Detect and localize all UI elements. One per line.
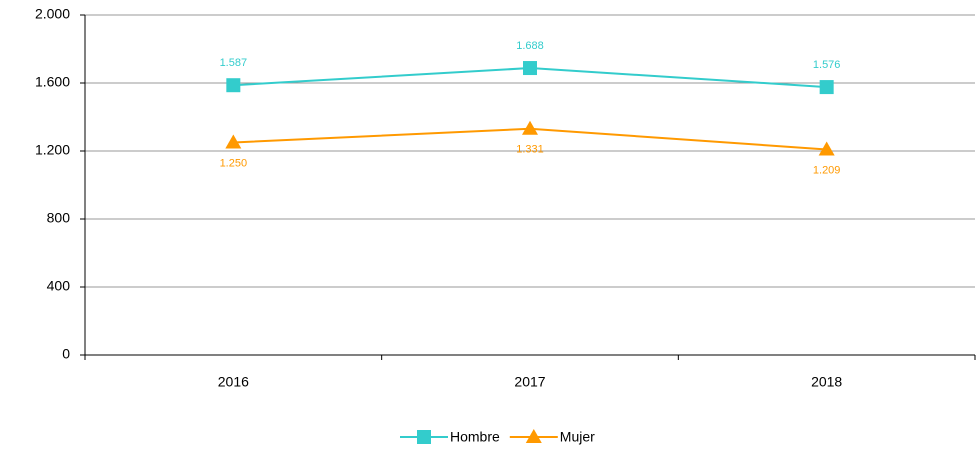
legend-label: Mujer	[560, 429, 595, 445]
x-tick-label: 2016	[218, 374, 249, 390]
legend-marker	[525, 429, 542, 443]
data-point	[522, 120, 538, 135]
data-label: 1.576	[813, 59, 841, 71]
y-tick-label: 1.200	[35, 142, 70, 158]
y-tick-label: 2.000	[35, 6, 70, 22]
data-label: 1.209	[813, 164, 841, 176]
y-tick-label: 400	[47, 278, 71, 294]
data-point	[819, 80, 834, 95]
data-label: 1.587	[220, 57, 248, 69]
data-point	[523, 61, 537, 76]
data-label: 1.250	[220, 157, 248, 169]
legend-label: Hombre	[450, 429, 500, 445]
data-point	[226, 78, 241, 93]
data-point	[225, 134, 242, 149]
data-label: 1.331	[516, 144, 544, 156]
legend-marker	[417, 430, 431, 444]
y-tick-label: 1.600	[35, 74, 70, 90]
x-tick-label: 2017	[514, 374, 545, 390]
data-label: 1.688	[516, 40, 544, 52]
y-tick-label: 800	[47, 210, 71, 226]
data-point	[818, 141, 835, 156]
x-tick-label: 2018	[811, 374, 842, 390]
y-tick-label: 0	[62, 346, 70, 362]
